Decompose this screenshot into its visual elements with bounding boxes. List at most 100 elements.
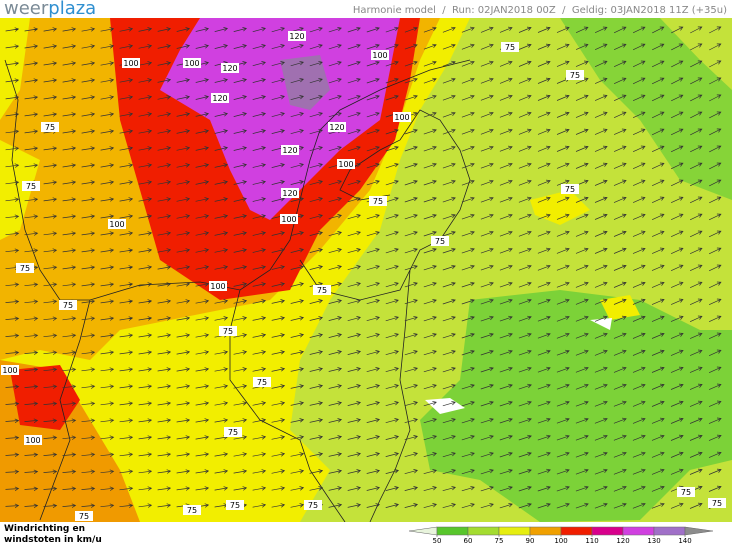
contour-label-box [224,427,242,437]
contour-label: 75 [373,197,383,206]
contour-label: 75 [223,327,233,336]
zone-purple [280,55,330,110]
legend-tick-label: 100 [554,537,567,545]
contour-label-box [501,42,519,52]
contour-label: 75 [63,301,73,310]
contour-label-box [253,377,271,387]
contour-label-box [183,505,201,515]
contour-label-box [288,31,306,41]
contour-label-box [226,500,244,510]
legend-segment [560,526,593,536]
contour-label-box [561,184,579,194]
contour-label-box [313,285,331,295]
map-field: 120 100 100 120 100 75 75 120 100 75 120 120 100 75 12… [0,18,732,523]
contour-label: 75 [308,501,318,510]
legend-segment [436,526,469,536]
contour-label: 75 [230,501,240,510]
legend-tick-label: 110 [585,537,598,545]
contour-label-box [369,196,387,206]
contour-label: 75 [712,499,722,508]
contour-label: 75 [565,185,575,194]
contour-label: 100 [338,160,353,169]
contour-label: 75 [570,71,580,80]
footer-line1: Windrichting en [4,524,85,534]
contour-label: 120 [289,32,304,41]
contour-label: 75 [26,182,36,191]
contour-label-box [59,300,77,310]
contour-label-box [304,500,322,510]
arrow-grid [5,26,722,509]
contour-label-box [1,365,19,375]
run-info: Harmonie model / Run: 02JAN2018 00Z / Ge… [353,5,727,16]
zone-red-sw [10,365,80,430]
contour-label: 75 [681,488,691,497]
legend-segment [529,526,562,536]
contour-label: 75 [187,506,197,515]
zone-below-50 [425,318,612,414]
contour-label-box [16,263,34,273]
contour-label-box [337,159,355,169]
color-legend: 50 60 75 90 100 110 120 130 140 [408,526,714,545]
contour-labels: 120 100 100 120 100 75 75 120 100 75 120 120 100 75 12… [1,31,726,521]
zone-yellow-patch [530,190,640,320]
contour-label-box [371,50,389,60]
contour-label: 120 [212,94,227,103]
contour-label: 100 [2,366,17,375]
contour-label-box [219,326,237,336]
contour-label: 100 [281,215,296,224]
contour-label-box [209,281,227,291]
contour-label: 120 [222,64,237,73]
legend-tick-label: 50 [433,537,442,545]
legend-segment [653,526,686,536]
contour-label-box [75,511,93,521]
legend-segment [467,526,500,536]
contour-label-box [281,188,299,198]
wind-arrows [5,26,722,509]
contour-label-box [677,487,695,497]
contour-label-box [566,70,584,80]
contour-label: 100 [25,436,40,445]
contour-label: 100 [109,220,124,229]
contour-label: 75 [257,378,267,387]
contour-label-box [393,112,411,122]
legend-tick-label: 75 [495,537,504,545]
contour-label: 75 [505,43,515,52]
legend-tick-label: 60 [464,537,473,545]
contour-label: 100 [184,59,199,68]
contour-label: 75 [435,237,445,246]
logo: weerplaza [4,0,96,19]
legend-segment [684,526,714,536]
legend-tick-label: 130 [647,537,660,545]
contour-label-box [122,58,140,68]
legend-tick-label: 140 [678,537,691,545]
contour-label: 75 [228,428,238,437]
contour-label-box [108,219,126,229]
logo-part2: plaza [48,0,96,19]
logo-part1: weer [4,0,49,19]
border-lines [4,59,471,523]
contour-label-box [211,93,229,103]
contour-label-box [328,122,346,132]
contour-label-box [41,122,59,132]
contour-label: 100 [123,59,138,68]
contour-label: 120 [282,189,297,198]
contour-label-box [22,181,40,191]
contour-label: 75 [45,123,55,132]
legend-segment [591,526,624,536]
zone-green-ne [560,18,732,200]
legend-segment [498,526,531,536]
contour-label: 100 [372,51,387,60]
contour-label-box [431,236,449,246]
contour-label: 100 [394,113,409,122]
contour-label-box [221,63,239,73]
contour-label-box [183,58,201,68]
contour-label-box [280,214,298,224]
contour-label: 100 [210,282,225,291]
contour-label-box [24,435,42,445]
legend-tick-label: 120 [616,537,629,545]
legend-tick-label: 90 [526,537,535,545]
zone-magenta [160,18,400,220]
contour-label: 75 [79,512,89,521]
